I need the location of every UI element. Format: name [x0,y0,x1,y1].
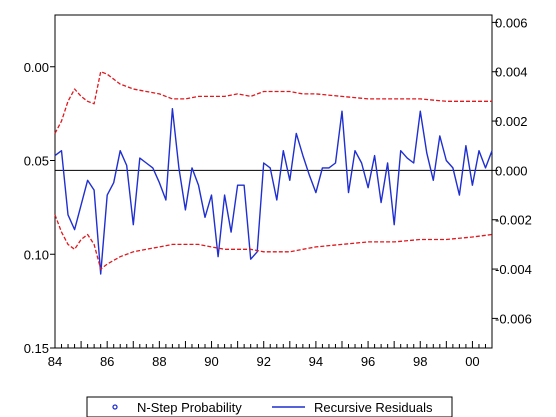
x-tick-label: 86 [100,354,114,369]
left-axis-tick-label: 0.15 [24,341,49,356]
x-tick-label: 96 [361,354,375,369]
series-line-upper-band [54,71,492,134]
legend: N-Step Probability Recursive Residuals [86,396,453,417]
series-line-lower-band [54,214,493,270]
legend-label-recursive-residuals: Recursive Residuals [314,400,433,415]
legend-marker-n-step-probability [112,404,118,410]
x-tick-label: 98 [413,354,427,369]
right-axis-tick-label: 0.000 [495,163,528,178]
left-axis-tick-label: 0.10 [24,247,49,262]
right-axis-tick-label: -0.006 [495,311,532,326]
x-tick-label: 92 [256,354,270,369]
x-tick-label: 88 [152,354,166,369]
right-axis-tick-label: -0.004 [495,262,532,277]
left-axis-tick-label: 0.00 [24,60,49,75]
right-axis-tick-label: 0.006 [495,15,528,30]
series-line-recursive-residuals [54,107,493,275]
x-tick-label: 84 [48,354,62,369]
x-tick-label: 00 [465,354,479,369]
legend-box [86,396,453,417]
legend-label-n-step-probability: N-Step Probability [137,400,242,415]
plot-frame [54,14,493,349]
right-axis-tick-label: 0.002 [495,114,528,129]
x-tick-label: 90 [204,354,218,369]
right-axis-tick-label: 0.004 [495,65,528,80]
right-axis-tick-label: -0.002 [495,213,532,228]
left-axis-tick-label: 0.05 [24,154,49,169]
x-tick-label: 94 [309,354,323,369]
